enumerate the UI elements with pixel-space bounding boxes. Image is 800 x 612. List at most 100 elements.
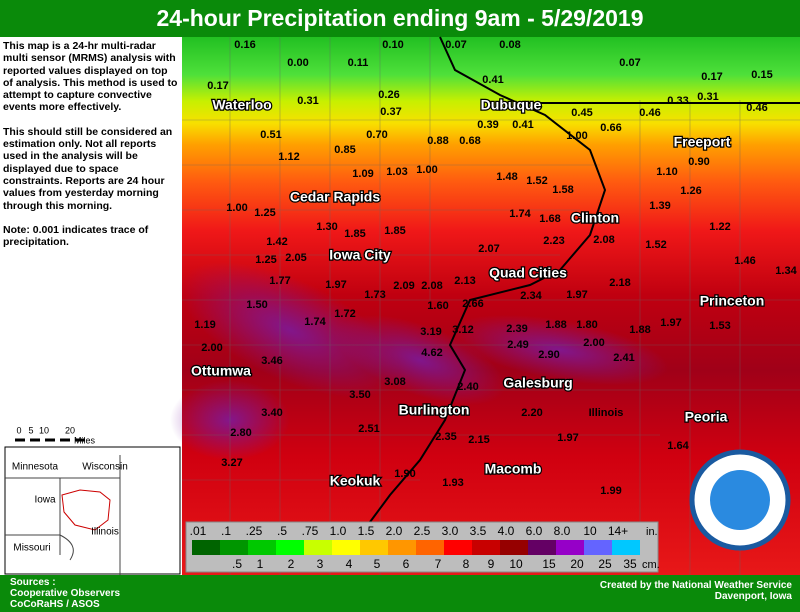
city-label: Cedar Rapids — [290, 189, 380, 205]
precip-value: 2.18 — [609, 277, 630, 289]
footer: Sources : Cooperative Observers CoCoRaHS… — [0, 575, 800, 612]
city-label: Macomb — [485, 461, 542, 477]
paragraph: Note: 0.001 indicates trace of precipita… — [3, 223, 149, 249]
legend-inch-label: .01 — [190, 524, 207, 538]
credit-line: Davenport, Iowa — [714, 591, 792, 602]
precip-field — [182, 37, 800, 575]
precip-value: 1.19 — [194, 319, 215, 331]
precip-value: 1.25 — [255, 254, 276, 266]
precip-value: 2.51 — [358, 423, 379, 435]
inset-label: Missouri — [13, 543, 50, 554]
scale-tick: 20 — [65, 425, 75, 435]
precip-value: 1.09 — [352, 168, 373, 180]
precip-value: 2.35 — [435, 431, 456, 443]
precip-value: 0.07 — [445, 39, 466, 51]
precip-value: 1.42 — [266, 236, 287, 248]
precip-value: 2.15 — [468, 434, 489, 446]
precip-value: 2.13 — [454, 275, 475, 287]
legend-inch-label: 4.0 — [498, 524, 515, 538]
precip-value: 1.34 — [775, 265, 797, 277]
precip-value: 1.77 — [269, 275, 290, 287]
precip-value: 1.48 — [496, 171, 517, 183]
precip-value: 0.31 — [697, 91, 718, 103]
heavy-area — [170, 380, 290, 460]
legend-inch-label: 6.0 — [526, 524, 543, 538]
precip-value: 1.90 — [394, 468, 415, 480]
nws-logo — [689, 449, 791, 551]
city-label: Quad Cities — [489, 265, 567, 281]
precip-value: 1.85 — [344, 228, 365, 240]
precip-value: 3.50 — [349, 389, 370, 401]
precip-value: 0.17 — [701, 71, 722, 83]
sources: Sources : Cooperative Observers CoCoRaHS… — [10, 577, 120, 610]
precip-value: 2.08 — [593, 234, 614, 246]
precip-value: 1.39 — [649, 200, 670, 212]
precip-value: 2.05 — [285, 252, 306, 264]
precip-value: 1.22 — [709, 221, 730, 233]
legend-swatch — [584, 540, 612, 555]
precip-value: 0.39 — [477, 119, 498, 131]
city-label: Princeton — [700, 293, 765, 309]
scale-tick: 0 — [16, 425, 21, 435]
legend-cm-label: 9 — [488, 557, 495, 571]
precip-value: 1.10 — [656, 166, 677, 178]
legend-inch-label: 8.0 — [554, 524, 571, 538]
legend-cm-label: 8 — [463, 557, 470, 571]
river — [369, 36, 607, 523]
precip-value: 0.85 — [334, 144, 355, 156]
precip-value: 0.46 — [639, 107, 660, 119]
legend-inch-label: 10 — [583, 524, 597, 538]
legend-inch-label: 2.0 — [386, 524, 403, 538]
heavy-area — [451, 314, 669, 386]
precip-value: 1.52 — [526, 175, 547, 187]
precip-value: 0.11 — [348, 57, 369, 69]
precip-value: 0.41 — [482, 74, 503, 86]
city-label: Peoria — [685, 409, 728, 425]
sources-title: Sources : — [10, 577, 56, 588]
legend-swatch — [248, 540, 276, 555]
precip-value: 2.34 — [520, 290, 542, 302]
precip-value: 0.33 — [667, 95, 688, 107]
legend-swatch — [528, 540, 556, 555]
precip-value: 2.40 — [457, 381, 478, 393]
paragraph: This should still be considered an estim… — [3, 125, 173, 212]
legend-swatch — [360, 540, 388, 555]
legend-inch-label: .75 — [302, 524, 319, 538]
precip-value: 0.90 — [688, 156, 709, 168]
precip-value: 1.97 — [325, 279, 346, 291]
legend-swatch — [220, 540, 248, 555]
precip-value: 0.68 — [459, 135, 480, 147]
precip-value: 0.37 — [380, 106, 401, 118]
precip-value: 0.07 — [619, 57, 640, 69]
precip-value: 1.60 — [427, 300, 448, 312]
precip-value: 3.46 — [261, 355, 282, 367]
legend-swatch — [416, 540, 444, 555]
city-label: Waterloo — [212, 97, 271, 113]
precip-value: 1.64 — [667, 440, 689, 452]
legend-inch-label: .25 — [246, 524, 263, 538]
credit: Created by the National Weather Service … — [600, 580, 792, 602]
heavy-area — [179, 261, 401, 399]
precip-value: 0.88 — [427, 135, 448, 147]
inset-label: Minnesota — [12, 462, 59, 473]
legend-cm-label: 7 — [435, 557, 442, 571]
precip-value: 2.07 — [478, 243, 499, 255]
precip-value: 2.23 — [543, 235, 564, 247]
credit-line: Created by the National Weather Service — [599, 580, 792, 591]
precip-value: 0.66 — [600, 122, 621, 134]
precip-value: 0.31 — [297, 95, 318, 107]
precip-value: 1.00 — [416, 164, 437, 176]
precip-value: 2.00 — [583, 337, 604, 349]
precip-value: 2.00 — [201, 342, 222, 354]
precip-value: 0.08 — [499, 39, 520, 51]
source: CoCoRaHS / ASOS — [10, 599, 100, 610]
precip-value: 3.27 — [221, 457, 242, 469]
precip-value: 1.73 — [364, 289, 385, 301]
precip-value: 0.41 — [512, 119, 533, 131]
precip-value: 0.26 — [378, 89, 399, 101]
legend-inch-label: .5 — [277, 524, 287, 538]
precip-value: 2.90 — [538, 349, 559, 361]
precip-value: 1.68 — [539, 213, 560, 225]
legend-unit: cm. — [642, 559, 660, 571]
